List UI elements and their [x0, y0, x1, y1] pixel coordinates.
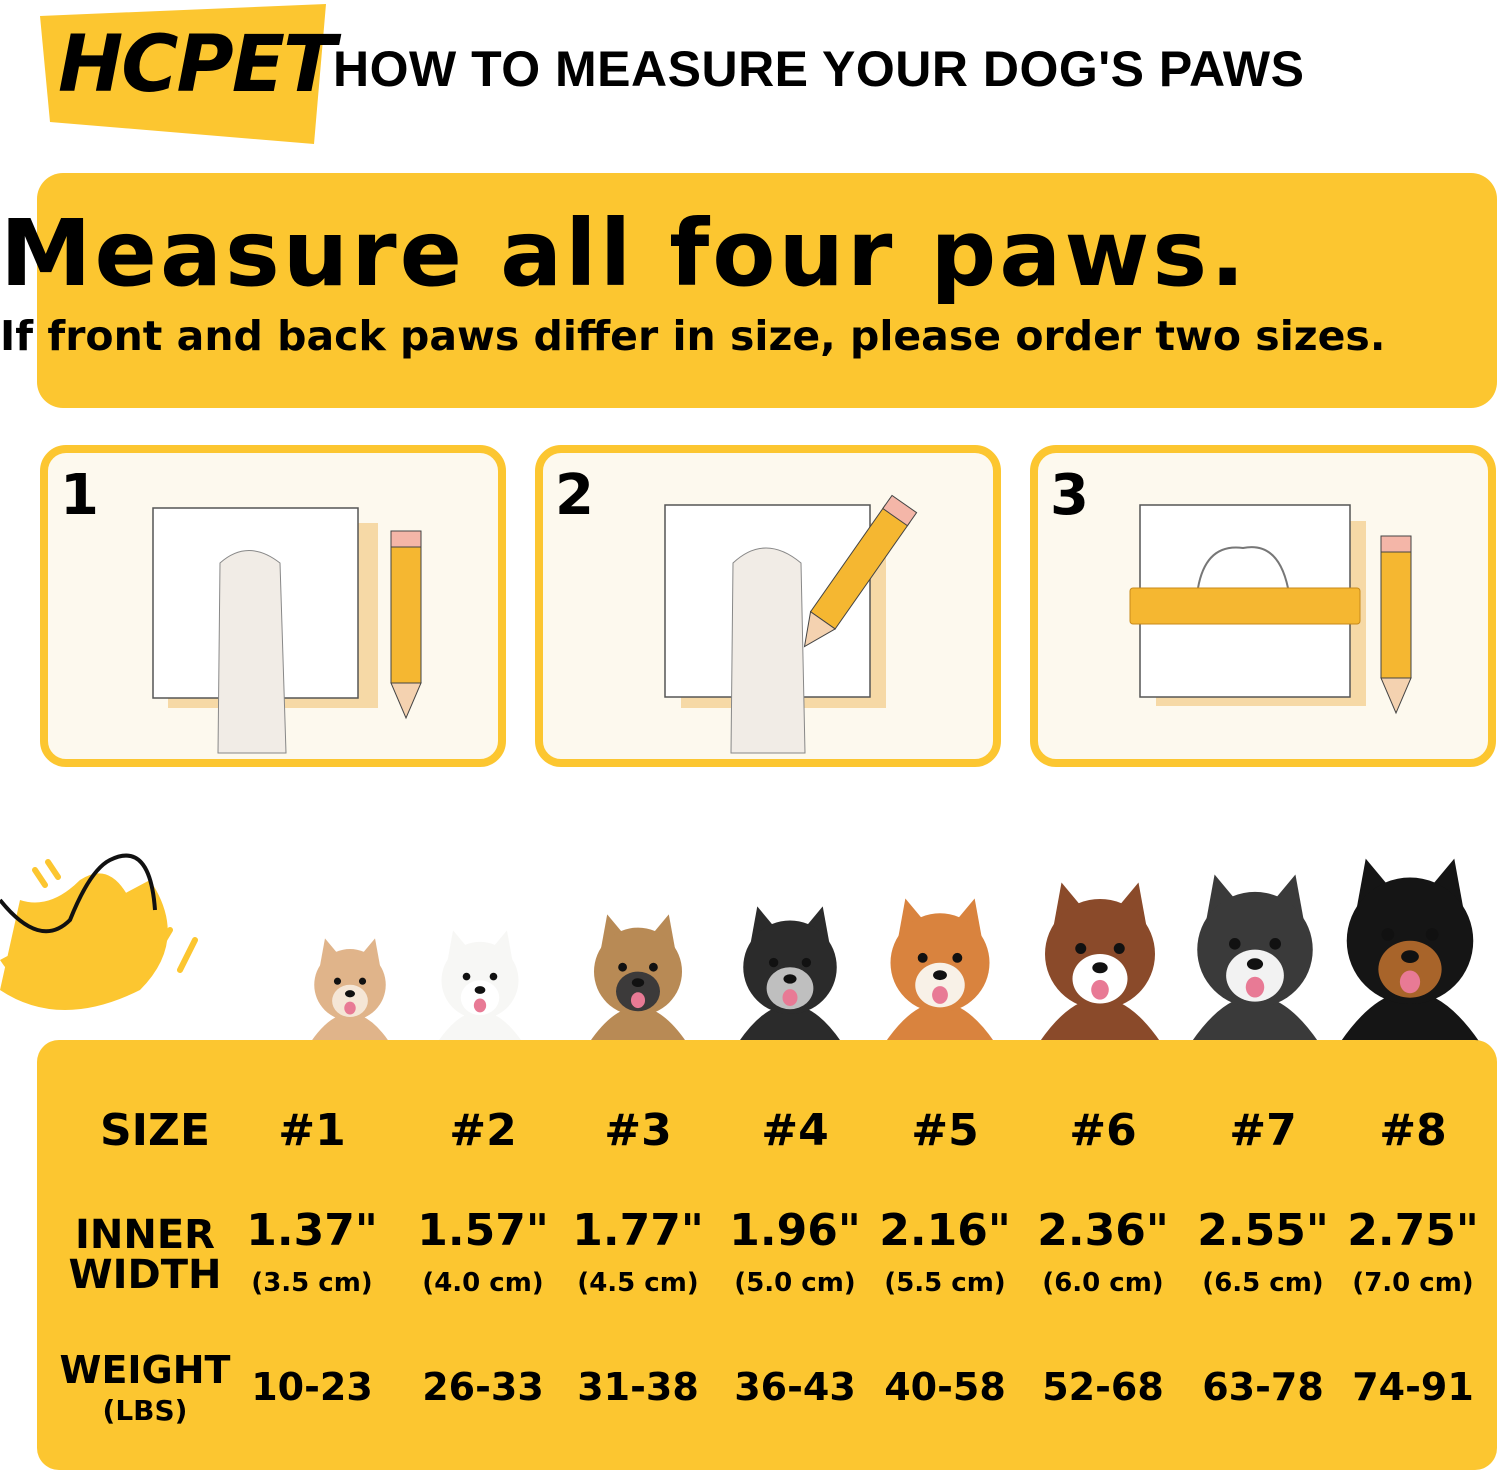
- weight-cell: 52-68: [1042, 1365, 1164, 1409]
- inner-width-inch-cell: 1.57": [417, 1205, 549, 1256]
- inner-width-inch-cell: 2.16": [879, 1205, 1011, 1256]
- weight-cell: 36-43: [734, 1365, 856, 1409]
- ruler-measure-icon: [1129, 504, 1412, 715]
- page-title: HOW TO MEASURE YOUR DOG'S PAWS: [333, 41, 1305, 97]
- dog-yorkshire-terrier: [589, 914, 687, 1042]
- step-panel-2: 2: [535, 445, 1001, 767]
- inner-width-inch-cell: 2.36": [1037, 1205, 1169, 1256]
- inner-width-inch-cell: 2.75": [1347, 1205, 1479, 1256]
- size-cell: #7: [1229, 1105, 1297, 1156]
- inner-width-cm-cell: (3.5 cm): [251, 1268, 373, 1298]
- size-cell: #1: [278, 1105, 346, 1156]
- inner-width-cm-cell: (5.5 cm): [884, 1268, 1006, 1298]
- banner-subline: If front and back paws differ in size, p…: [0, 312, 1386, 360]
- dog-australian-shepherd: [1039, 882, 1161, 1042]
- weight-cell: 10-23: [251, 1365, 373, 1409]
- inner-width-cm-cell: (4.0 cm): [422, 1268, 544, 1298]
- inner-width-cm-cell: (5.0 cm): [734, 1268, 856, 1298]
- instruction-banner: [37, 173, 1497, 408]
- brand-logo: HCPET: [58, 20, 336, 110]
- inner-width-cm-cell: (7.0 cm): [1352, 1268, 1474, 1298]
- inner-width-cm-cell: (6.5 cm): [1202, 1268, 1324, 1298]
- step-number: 3: [1050, 463, 1089, 528]
- inner-width-inch-cell: 1.77": [572, 1205, 704, 1256]
- weight-unit: (LBS): [102, 1394, 188, 1427]
- inner-width-cm-cell: (4.5 cm): [577, 1268, 699, 1298]
- step-number: 2: [555, 463, 594, 528]
- weight-cell: 63-78: [1202, 1365, 1324, 1409]
- inner-width-inch-cell: 1.37": [246, 1205, 378, 1256]
- dog-bichon: [437, 930, 523, 1042]
- size-cell: #5: [911, 1105, 979, 1156]
- inner-width-inch-cell: 2.55": [1197, 1205, 1329, 1256]
- size-chart: [37, 1040, 1497, 1470]
- dog-breeds-row: [310, 858, 1480, 1042]
- size-label: SIZE: [99, 1105, 211, 1156]
- dog-chihuahua: [310, 938, 390, 1042]
- dog-husky: [1191, 874, 1319, 1042]
- trace-paw-icon: [664, 494, 918, 754]
- size-cell: #6: [1069, 1105, 1137, 1156]
- inner-width-label: INNER WIDTH: [69, 1215, 222, 1295]
- weight-cell: 74-91: [1352, 1365, 1474, 1409]
- weight-label: WEIGHT: [59, 1348, 231, 1392]
- step-panel-3: 3: [1030, 445, 1496, 767]
- inner-width-label-line1: INNER: [75, 1212, 215, 1258]
- size-cell: #8: [1379, 1105, 1447, 1156]
- weight-cell: 40-58: [884, 1365, 1006, 1409]
- size-cell: #4: [761, 1105, 829, 1156]
- inner-width-inch-cell: 1.96": [729, 1205, 861, 1256]
- dog-rottweiler: [1340, 858, 1480, 1042]
- weight-cell: 26-33: [422, 1365, 544, 1409]
- logo-background: [40, 4, 326, 144]
- decorative-swoosh-icon: [0, 853, 198, 1010]
- inner-width-cm-cell: (6.0 cm): [1042, 1268, 1164, 1298]
- paw-on-paper-icon: [152, 507, 422, 754]
- weight-cell: 31-38: [577, 1365, 699, 1409]
- inner-width-label-line2: WIDTH: [68, 1252, 222, 1298]
- dog-schnauzer: [738, 906, 842, 1042]
- step-number: 1: [60, 463, 99, 528]
- step-panel-1: 1: [40, 445, 506, 767]
- size-cell: #2: [449, 1105, 517, 1156]
- dog-shiba-inu: [885, 898, 995, 1042]
- banner-headline: Measure all four paws.: [0, 200, 1249, 307]
- size-cell: #3: [604, 1105, 672, 1156]
